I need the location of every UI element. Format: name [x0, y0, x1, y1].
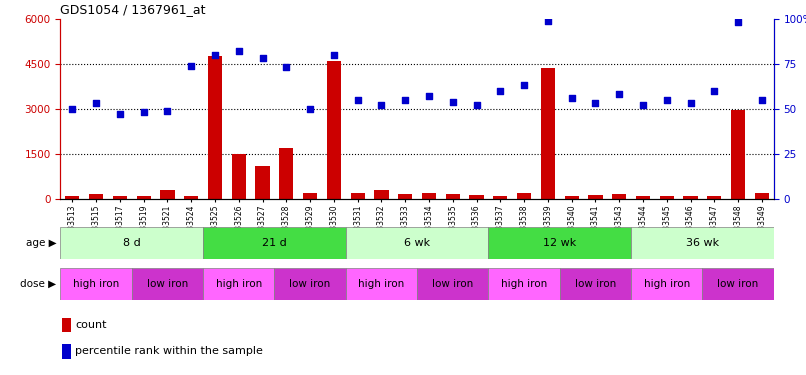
- Point: [637, 102, 650, 108]
- Bar: [89, 194, 103, 199]
- Bar: [659, 196, 674, 199]
- Bar: [469, 195, 484, 199]
- Bar: [488, 268, 559, 300]
- Bar: [446, 194, 460, 199]
- Bar: [208, 56, 222, 199]
- Bar: [351, 193, 365, 199]
- Text: age ▶: age ▶: [26, 238, 56, 248]
- Bar: [398, 194, 413, 199]
- Text: low iron: low iron: [432, 279, 473, 289]
- Bar: [60, 227, 203, 259]
- Bar: [731, 110, 746, 199]
- Bar: [132, 268, 203, 300]
- Point: [304, 106, 317, 112]
- Bar: [346, 268, 418, 300]
- Point: [542, 18, 555, 24]
- Bar: [203, 268, 274, 300]
- Point: [399, 97, 412, 103]
- Point: [209, 52, 222, 58]
- Text: dose ▶: dose ▶: [20, 279, 56, 289]
- Bar: [612, 194, 626, 199]
- Point: [565, 95, 578, 101]
- Bar: [631, 268, 702, 300]
- Point: [755, 97, 768, 103]
- Text: 6 wk: 6 wk: [404, 238, 430, 248]
- Bar: [588, 195, 603, 199]
- Point: [256, 56, 269, 62]
- Point: [89, 100, 102, 106]
- Point: [613, 92, 625, 98]
- Point: [185, 63, 197, 69]
- Bar: [256, 166, 270, 199]
- Bar: [326, 61, 341, 199]
- Bar: [564, 196, 579, 199]
- Bar: [631, 227, 774, 259]
- Bar: [374, 190, 388, 199]
- Text: high iron: high iron: [359, 279, 405, 289]
- Point: [684, 100, 697, 106]
- Bar: [279, 148, 293, 199]
- Point: [137, 110, 150, 116]
- Text: 8 d: 8 d: [123, 238, 141, 248]
- Bar: [517, 193, 531, 199]
- Text: high iron: high iron: [216, 279, 262, 289]
- Text: low iron: low iron: [717, 279, 758, 289]
- Bar: [422, 193, 436, 199]
- Text: percentile rank within the sample: percentile rank within the sample: [76, 346, 264, 356]
- Bar: [274, 268, 346, 300]
- Point: [494, 88, 507, 94]
- Text: GDS1054 / 1367961_at: GDS1054 / 1367961_at: [60, 3, 206, 16]
- Text: high iron: high iron: [644, 279, 690, 289]
- Point: [161, 108, 174, 114]
- Bar: [346, 227, 488, 259]
- Point: [708, 88, 721, 94]
- Text: low iron: low iron: [575, 279, 616, 289]
- Text: low iron: low iron: [147, 279, 188, 289]
- Bar: [683, 196, 698, 199]
- Text: high iron: high iron: [501, 279, 547, 289]
- Point: [447, 99, 459, 105]
- Point: [422, 93, 435, 99]
- Point: [114, 111, 127, 117]
- Bar: [493, 196, 508, 199]
- Point: [66, 106, 79, 112]
- Bar: [303, 193, 318, 199]
- Text: 21 d: 21 d: [262, 238, 287, 248]
- Bar: [60, 268, 131, 300]
- Point: [517, 82, 530, 88]
- Text: count: count: [76, 320, 107, 330]
- Bar: [707, 196, 721, 199]
- Point: [589, 100, 602, 106]
- Bar: [541, 68, 555, 199]
- Point: [327, 52, 340, 58]
- Bar: [231, 154, 246, 199]
- Bar: [203, 227, 346, 259]
- Bar: [160, 190, 175, 199]
- Point: [470, 102, 483, 108]
- Point: [375, 102, 388, 108]
- Text: high iron: high iron: [73, 279, 119, 289]
- Point: [232, 48, 245, 54]
- Bar: [702, 268, 774, 300]
- Bar: [62, 318, 71, 332]
- Bar: [488, 227, 631, 259]
- Text: 36 wk: 36 wk: [686, 238, 719, 248]
- Bar: [418, 268, 488, 300]
- Bar: [754, 193, 769, 199]
- Bar: [636, 196, 650, 199]
- Bar: [559, 268, 631, 300]
- Point: [280, 64, 293, 70]
- Text: low iron: low iron: [289, 279, 330, 289]
- Bar: [184, 196, 198, 199]
- Bar: [113, 196, 127, 199]
- Text: 12 wk: 12 wk: [543, 238, 576, 248]
- Point: [351, 97, 364, 103]
- Bar: [136, 196, 151, 199]
- Bar: [62, 344, 71, 358]
- Point: [660, 97, 673, 103]
- Bar: [65, 196, 80, 199]
- Point: [732, 20, 745, 26]
